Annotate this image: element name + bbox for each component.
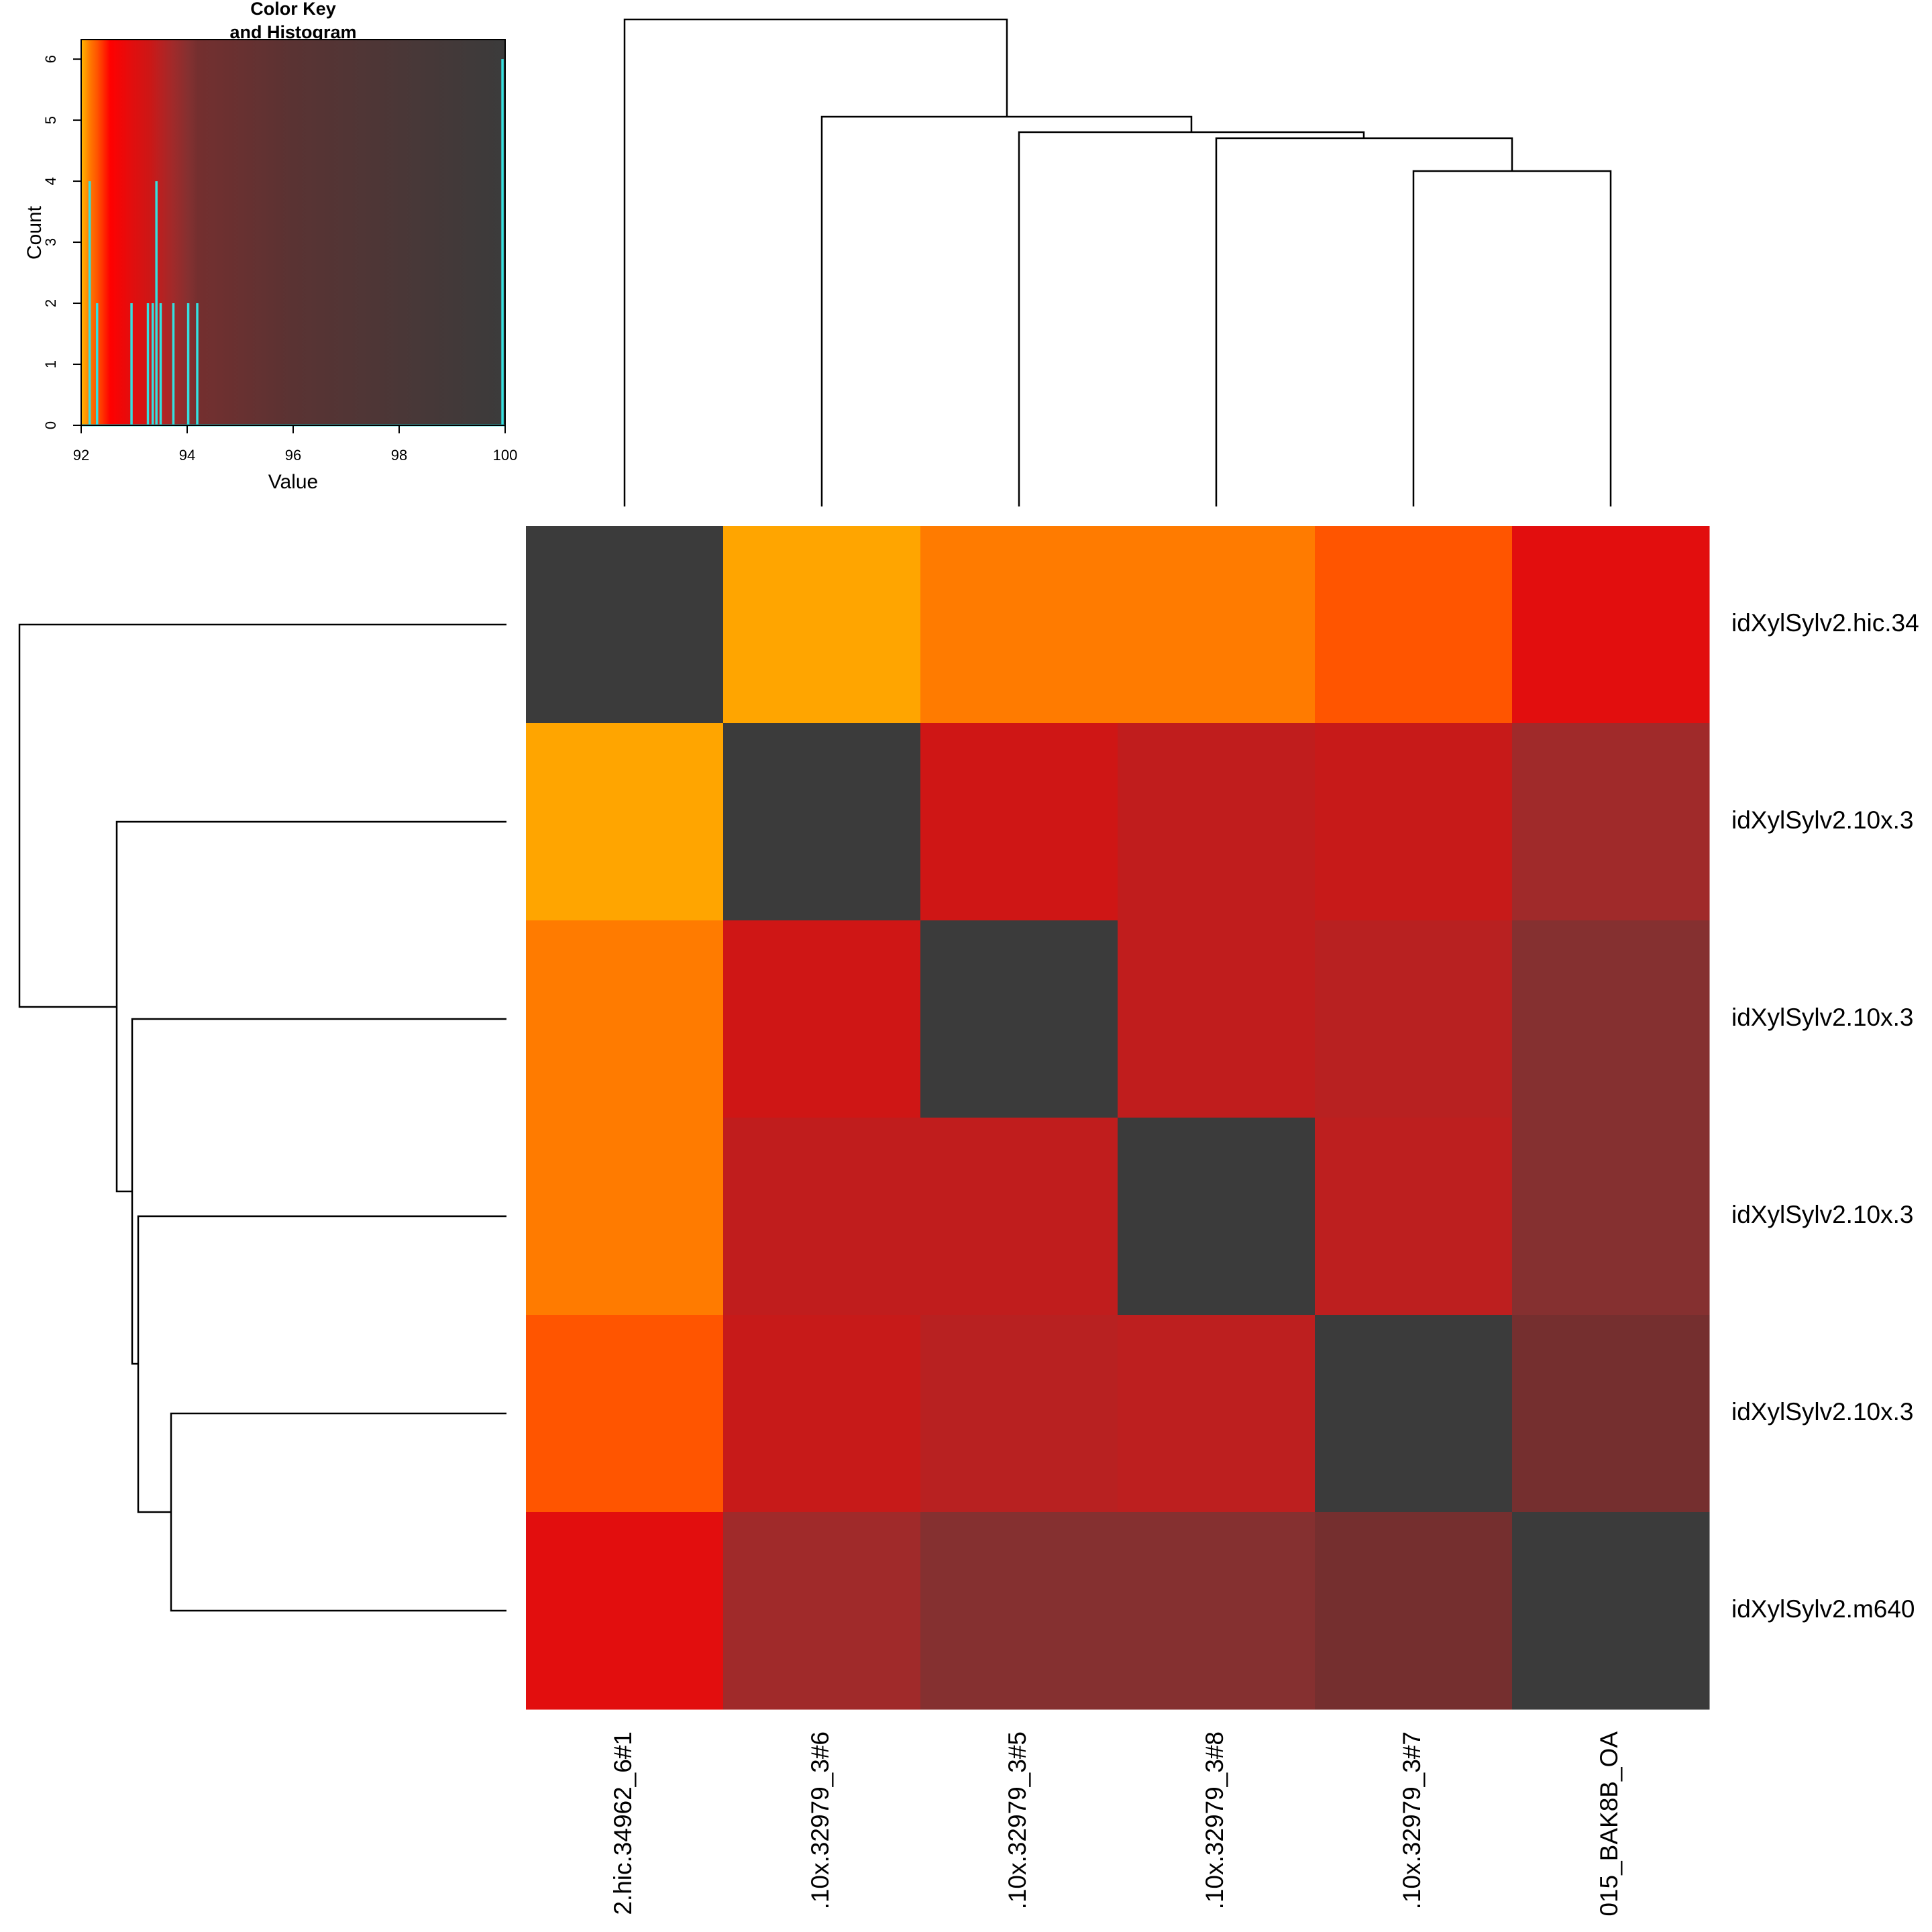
heatmap-cell xyxy=(920,1315,1118,1513)
heatmap-cell xyxy=(1512,526,1710,724)
x-tick-label: 98 xyxy=(391,447,407,464)
y-tick-label: 6 xyxy=(42,55,59,63)
row-dendrogram xyxy=(18,623,506,1612)
heatmap-cell xyxy=(1315,920,1513,1118)
y-tick-label: 5 xyxy=(42,116,59,124)
heatmap-cell xyxy=(723,1315,921,1513)
column-label: .10x.32979_3#5 xyxy=(1004,1731,1031,1909)
heatmap-cell xyxy=(526,1512,724,1710)
key-title: Color Key xyxy=(250,0,336,19)
heatmap-cell xyxy=(723,920,921,1118)
row-label: idXylSylv2.10x.3 xyxy=(1731,1398,1913,1426)
heatmap-cell xyxy=(1118,1315,1316,1513)
heatmap-cell xyxy=(1118,526,1316,724)
row-label: idXylSylv2.10x.3 xyxy=(1731,1201,1913,1228)
row-label: idXylSylv2.10x.3 xyxy=(1731,1004,1913,1031)
heatmap-cell xyxy=(1315,723,1513,921)
y-axis-label: Count xyxy=(23,205,46,260)
y-tick-label: 4 xyxy=(42,177,59,185)
heatmap-cell xyxy=(1315,1118,1513,1316)
heatmap-cell xyxy=(920,920,1118,1118)
heatmap-cell xyxy=(1512,920,1710,1118)
heatmap-cell xyxy=(920,1512,1118,1710)
heatmap-cell xyxy=(920,723,1118,921)
column-dendrogram xyxy=(623,18,1612,506)
row-label: idXylSylv2.10x.3 xyxy=(1731,806,1913,834)
x-tick-label: 92 xyxy=(73,447,89,464)
heatmap-cell xyxy=(1315,1315,1513,1513)
color-key xyxy=(81,40,505,425)
heatmap-cell xyxy=(526,526,724,724)
heatmap-cell xyxy=(920,526,1118,724)
heatmap-cell xyxy=(526,723,724,921)
heatmap-cell xyxy=(723,1118,921,1316)
heatmap-cell xyxy=(1118,920,1316,1118)
heatmap-cell xyxy=(723,723,921,921)
heatmap-cell xyxy=(1315,1512,1513,1710)
heatmap-cell xyxy=(1315,526,1513,724)
x-tick-label: 100 xyxy=(493,447,518,464)
column-label: .10x.32979_3#7 xyxy=(1398,1731,1426,1909)
y-tick-label: 1 xyxy=(42,360,59,368)
heatmap-cell xyxy=(1118,1118,1316,1316)
heatmap-cell xyxy=(526,920,724,1118)
x-axis-label: Value xyxy=(268,471,319,493)
column-label: 2.hic.34962_6#1 xyxy=(609,1731,637,1915)
heatmap-cell xyxy=(1512,1315,1710,1513)
row-label: idXylSylv2.m640 xyxy=(1731,1595,1915,1623)
heatmap-cell xyxy=(1118,723,1316,921)
y-tick-label: 2 xyxy=(42,299,59,307)
heatmap-cell xyxy=(920,1118,1118,1316)
heatmap-cell xyxy=(526,1315,724,1513)
heatmap-cell xyxy=(1118,1512,1316,1710)
heatmap-cell xyxy=(723,526,921,724)
x-tick-label: 94 xyxy=(179,447,195,464)
column-label: .10x.32979_3#8 xyxy=(1201,1731,1228,1909)
y-tick-label: 0 xyxy=(42,421,59,429)
heatmap-cell xyxy=(1512,1512,1710,1710)
heatmap-cell xyxy=(526,1118,724,1316)
column-label: .10x.32979_3#6 xyxy=(806,1731,834,1909)
heatmap-cell xyxy=(1512,723,1710,921)
y-tick-label: 3 xyxy=(42,238,59,246)
heatmap-cell xyxy=(1512,1118,1710,1316)
heatmap-cell xyxy=(723,1512,921,1710)
row-label: idXylSylv2.hic.34 xyxy=(1731,609,1919,637)
column-label: 015_BAK8B_OA xyxy=(1595,1731,1623,1917)
x-tick-label: 96 xyxy=(285,447,301,464)
